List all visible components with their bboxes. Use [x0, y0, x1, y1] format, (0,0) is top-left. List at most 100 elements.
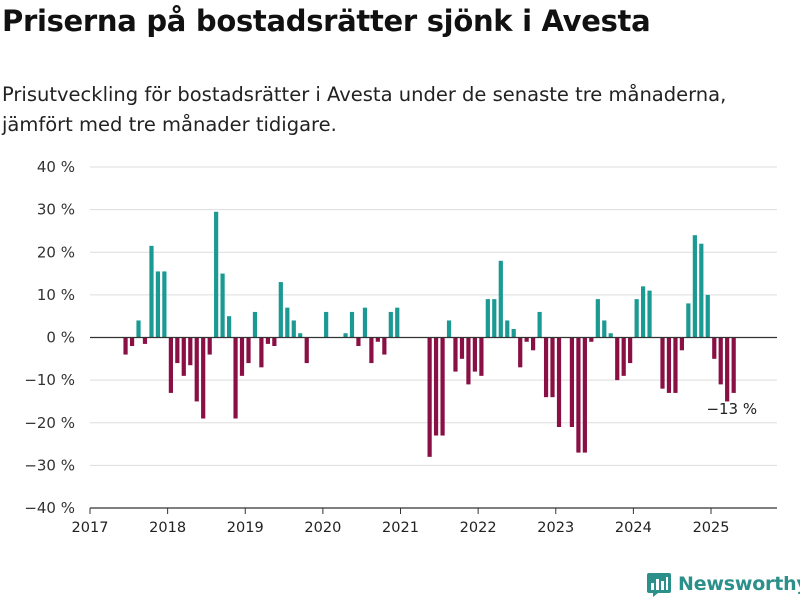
bar [427, 337, 432, 457]
bar [647, 290, 652, 338]
x-tick-label: 2023 [537, 520, 574, 536]
bar [369, 337, 374, 364]
bar [433, 337, 439, 436]
bar [155, 271, 161, 338]
bar [472, 337, 477, 372]
bar [498, 260, 503, 338]
bar [531, 337, 536, 351]
bar [362, 307, 368, 338]
grid-lines [90, 166, 777, 466]
x-tick-label: 2022 [460, 520, 497, 536]
bar [324, 311, 329, 338]
bar [550, 337, 555, 398]
bar [731, 337, 736, 393]
bar [259, 337, 264, 368]
bar [265, 337, 271, 344]
bar [556, 337, 562, 428]
y-tick-label: −20 % [24, 414, 75, 432]
page-subtitle: Prisutveckling för bostadsrätter i Avest… [2, 83, 727, 136]
bar [705, 294, 710, 338]
bar [621, 337, 626, 376]
bar [582, 337, 587, 453]
y-tick-label: −40 % [24, 499, 75, 517]
bar [608, 333, 613, 338]
y-tick-label: 30 % [37, 201, 75, 219]
bar [537, 311, 542, 338]
bar [634, 299, 639, 338]
bar [511, 328, 516, 338]
bar [446, 320, 452, 338]
x-tick-label: 2025 [693, 520, 730, 536]
bar [129, 337, 135, 347]
bar [595, 299, 600, 338]
bar [188, 337, 193, 366]
bar [589, 337, 594, 342]
bar [304, 337, 309, 364]
bar [233, 337, 238, 419]
bar [692, 235, 697, 338]
bar [699, 243, 704, 338]
bar [524, 337, 529, 342]
bar [712, 337, 717, 359]
y-tick-label: −10 % [24, 371, 75, 389]
x-tick-label: 2024 [615, 520, 652, 536]
bar [149, 245, 154, 338]
bar [640, 286, 646, 338]
bar [181, 337, 186, 376]
bar [142, 337, 148, 344]
bar [278, 282, 283, 338]
page-title: Priserna på bostadsrätter sjönk i Avesta [2, 4, 651, 38]
bar [615, 337, 620, 381]
axes [89, 336, 777, 514]
bar [220, 273, 225, 338]
bar [576, 337, 581, 453]
y-tick-label: 10 % [37, 286, 75, 304]
bar [272, 337, 277, 347]
bar [194, 337, 199, 402]
x-tick-label: 2017 [72, 520, 109, 536]
tick-labels: 40 % 30 % 20 % 10 % 0 % −10 % −20 % −30 % −40 % 2… [24, 158, 757, 536]
x-tick-label: 2021 [382, 520, 419, 536]
bar [246, 337, 251, 364]
bar [453, 337, 458, 372]
x-tick-label: 2020 [304, 520, 341, 536]
bar [660, 337, 665, 389]
bar [388, 311, 393, 338]
bar [602, 320, 607, 338]
bar [291, 320, 296, 338]
bar [673, 337, 678, 393]
bar-chart-logo-icon [647, 573, 671, 597]
bar [492, 299, 497, 338]
x-tick-label: 2019 [227, 520, 264, 536]
bars [123, 211, 736, 457]
bar [123, 337, 128, 355]
bar [285, 307, 290, 338]
bar [349, 311, 355, 338]
brand-logo: Newsworthy [646, 570, 800, 598]
bar [382, 337, 387, 355]
bar [440, 337, 445, 436]
bar [201, 337, 206, 419]
y-tick-label: 40 % [37, 158, 75, 176]
last-value-annotation: −13 % [706, 400, 757, 418]
y-tick-label: 20 % [37, 243, 75, 261]
bar [136, 320, 141, 338]
bar [356, 337, 361, 347]
bar [395, 307, 400, 338]
bar [666, 337, 672, 393]
bar [569, 337, 575, 428]
bar [298, 333, 303, 338]
bar [505, 320, 510, 338]
bar [252, 311, 258, 338]
bar [725, 337, 730, 402]
x-tick-label: 2018 [149, 520, 186, 536]
bar [162, 271, 167, 338]
bar [459, 337, 465, 359]
bar [375, 337, 380, 342]
bar [466, 337, 471, 385]
bar [485, 299, 490, 338]
bar [207, 337, 212, 355]
bar [686, 303, 691, 338]
bar [168, 337, 173, 393]
